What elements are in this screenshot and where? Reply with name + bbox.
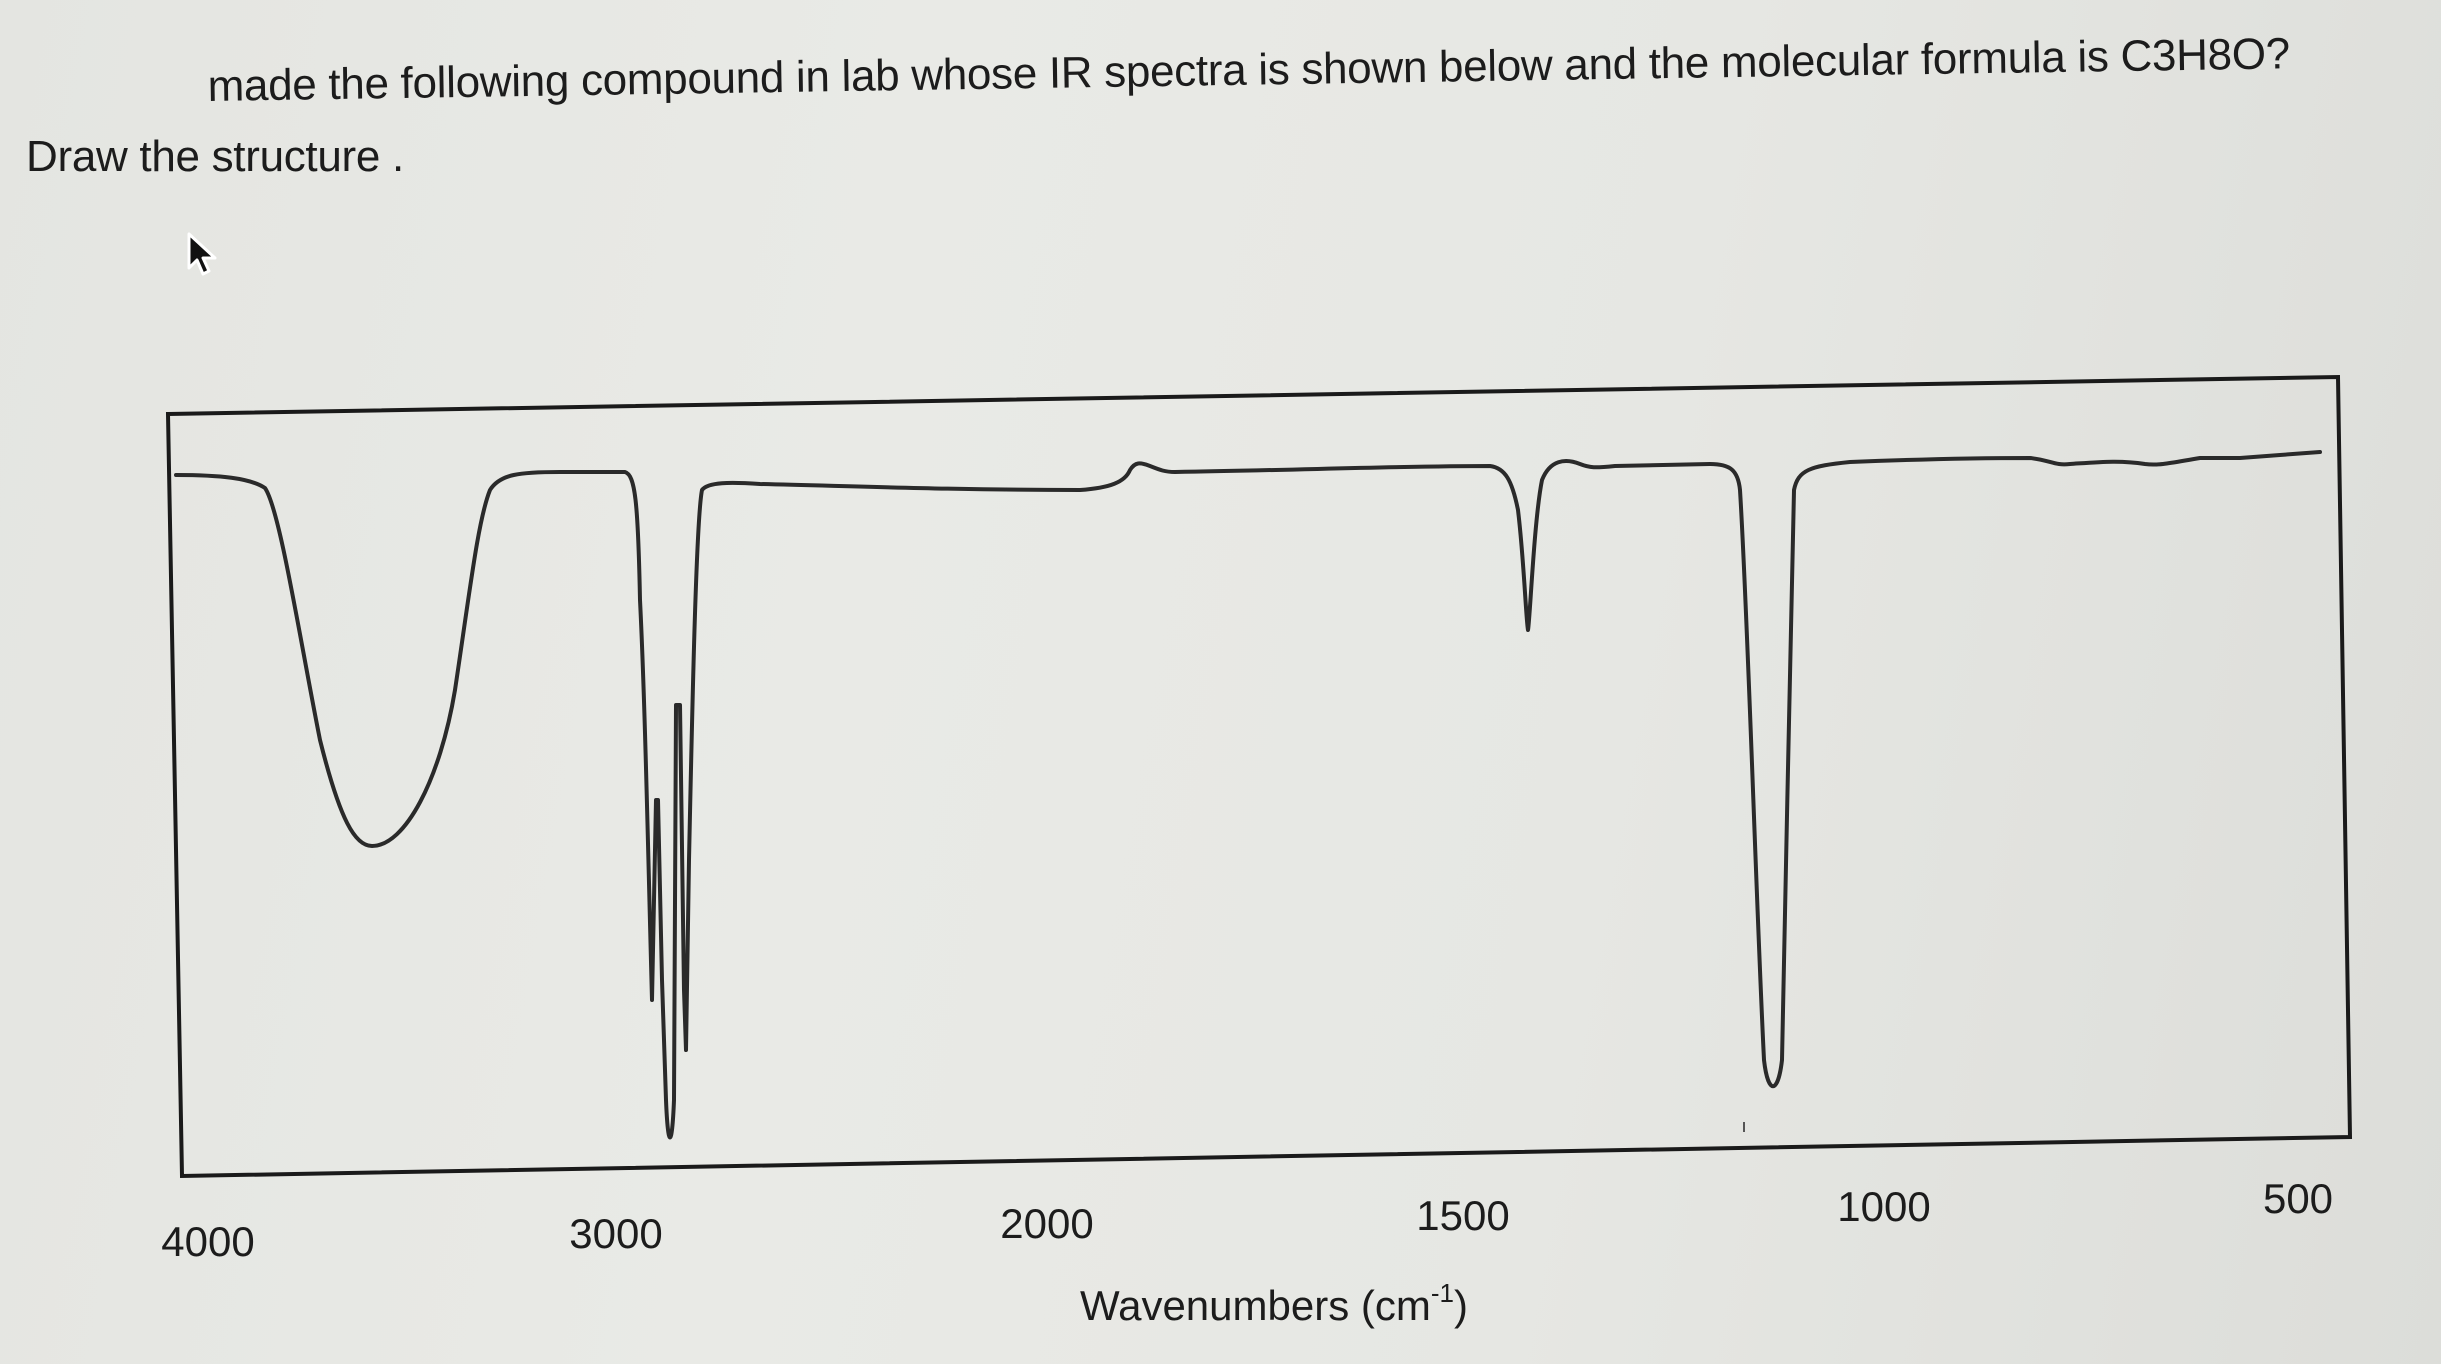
x-tick-500: 500: [2262, 1175, 2334, 1222]
plot-frame: [165, 374, 2353, 1179]
spectrum-trace: [174, 450, 2322, 1140]
x-axis-title-close: ): [1453, 1282, 1468, 1329]
arrow-pointer-icon: [187, 232, 217, 276]
x-tick-2000: 2000: [1000, 1200, 1094, 1247]
x-tick-3000: 3000: [569, 1210, 663, 1257]
x-axis-title: Wavenumbers (cm-1): [1080, 1278, 1468, 1330]
x-tick-4000: 4000: [161, 1218, 255, 1265]
x-tick-1500: 1500: [1416, 1192, 1510, 1239]
x-axis-title-superscript: -1: [1430, 1278, 1454, 1308]
instruction-text: Draw the structure .: [26, 132, 404, 181]
x-tick-1000: 1000: [1837, 1183, 1931, 1230]
x-axis-title-text: Wavenumbers (cm: [1080, 1282, 1431, 1329]
